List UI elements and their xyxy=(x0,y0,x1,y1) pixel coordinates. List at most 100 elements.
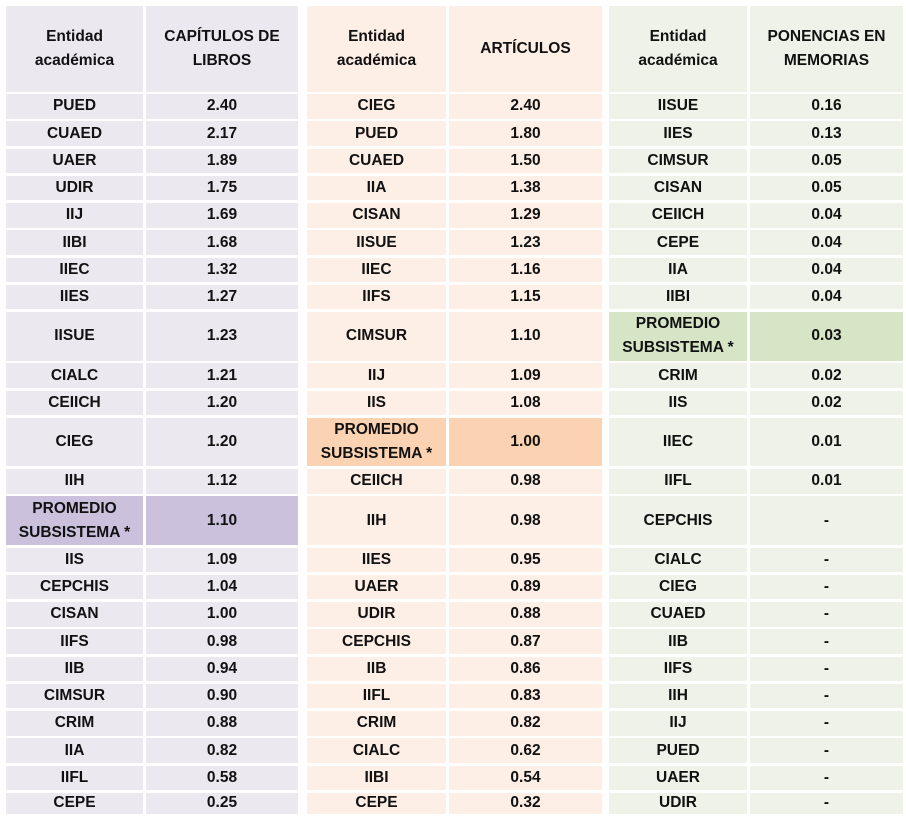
row-value: 1.38 xyxy=(449,175,602,201)
row-value: 1.08 xyxy=(449,390,602,416)
row-value: 0.87 xyxy=(449,629,602,654)
row-entity: CIMSUR xyxy=(6,683,143,709)
row-entity: CIALC xyxy=(609,547,747,573)
row-value: 0.83 xyxy=(449,683,602,709)
row-value: 1.27 xyxy=(146,284,298,310)
row-entity: IISUE xyxy=(6,312,143,361)
row-entity: IIES xyxy=(6,284,143,310)
row-entity: IIJ xyxy=(307,363,446,388)
row-entity: PUED xyxy=(307,121,446,146)
row-entity: CISAN xyxy=(6,602,143,627)
row-value: 0.88 xyxy=(449,602,602,627)
row-value: 1.16 xyxy=(449,257,602,283)
row-value: 0.32 xyxy=(449,792,602,814)
row-entity: IIES xyxy=(307,547,446,573)
header-entity: Entidad académica xyxy=(609,6,747,92)
row-entity: CEPCHIS xyxy=(609,496,747,545)
row-entity: IIEC xyxy=(609,417,747,467)
row-value: 0.13 xyxy=(750,121,903,146)
row-entity: IISUE xyxy=(307,230,446,255)
header-entity: Entidad académica xyxy=(307,6,446,92)
row-value: 1.10 xyxy=(449,312,602,361)
row-value: 0.82 xyxy=(146,738,298,763)
row-value: 0.86 xyxy=(449,656,602,682)
row-entity: PUED xyxy=(6,94,143,119)
row-value: 0.02 xyxy=(750,390,903,416)
row-value: 0.95 xyxy=(449,547,602,573)
row-entity: IIB xyxy=(609,629,747,654)
row-entity: IIFL xyxy=(307,683,446,709)
row-value: 0.04 xyxy=(750,257,903,283)
header-metric: PONENCIAS EN MEMORIAS xyxy=(750,6,903,92)
row-entity: PUED xyxy=(609,738,747,763)
row-entity: IIFS xyxy=(307,284,446,310)
row-entity: IIFS xyxy=(6,629,143,654)
row-entity: UAER xyxy=(6,148,143,174)
row-value: 1.68 xyxy=(146,230,298,255)
row-entity: IIFL xyxy=(6,765,143,791)
row-entity: CUAED xyxy=(307,148,446,174)
row-value: 0.01 xyxy=(750,469,903,494)
row-value: 0.90 xyxy=(146,683,298,709)
row-entity: UDIR xyxy=(307,602,446,627)
row-value: - xyxy=(750,496,903,545)
average-row-label: PROMEDIO SUBSISTEMA * xyxy=(307,417,446,467)
row-entity: CIALC xyxy=(307,738,446,763)
row-value: - xyxy=(750,683,903,709)
row-entity: IIS xyxy=(609,390,747,416)
row-value: 1.09 xyxy=(449,363,602,388)
row-entity: IIS xyxy=(307,390,446,416)
row-entity: CEIICH xyxy=(6,390,143,416)
row-value: - xyxy=(750,711,903,736)
row-value: 1.89 xyxy=(146,148,298,174)
row-entity: UDIR xyxy=(609,792,747,814)
row-entity: IISUE xyxy=(609,94,747,119)
row-value: 0.58 xyxy=(146,765,298,791)
row-entity: CIEG xyxy=(307,94,446,119)
average-row-value: 0.03 xyxy=(750,312,903,361)
average-row-value: 1.00 xyxy=(449,417,602,467)
row-value: 1.09 xyxy=(146,547,298,573)
row-value: 0.04 xyxy=(750,230,903,255)
row-entity: CEIICH xyxy=(609,203,747,228)
row-value: 1.15 xyxy=(449,284,602,310)
row-entity: IIH xyxy=(307,496,446,545)
row-entity: CIALC xyxy=(6,363,143,388)
row-value: 1.69 xyxy=(146,203,298,228)
row-entity: IIES xyxy=(609,121,747,146)
row-entity: IIB xyxy=(6,656,143,682)
average-row-label: PROMEDIO SUBSISTEMA * xyxy=(609,312,747,361)
row-value: 0.02 xyxy=(750,363,903,388)
row-entity: IIH xyxy=(6,469,143,494)
row-entity: CIMSUR xyxy=(609,148,747,174)
row-entity: IIBI xyxy=(307,765,446,791)
row-value: 0.98 xyxy=(449,469,602,494)
row-value: 1.21 xyxy=(146,363,298,388)
row-value: - xyxy=(750,547,903,573)
row-entity: CISAN xyxy=(307,203,446,228)
row-value: 1.80 xyxy=(449,121,602,146)
row-entity: CIEG xyxy=(609,574,747,600)
row-value: 1.00 xyxy=(146,602,298,627)
row-entity: IIS xyxy=(6,547,143,573)
row-value: 0.05 xyxy=(750,148,903,174)
row-entity: UAER xyxy=(609,765,747,791)
row-value: 1.29 xyxy=(449,203,602,228)
row-entity: CISAN xyxy=(609,175,747,201)
row-value: 1.12 xyxy=(146,469,298,494)
row-entity: CEPE xyxy=(307,792,446,814)
row-entity: IIH xyxy=(609,683,747,709)
row-value: 0.82 xyxy=(449,711,602,736)
row-entity: CRIM xyxy=(609,363,747,388)
row-entity: IIEC xyxy=(307,257,446,283)
row-value: 1.20 xyxy=(146,417,298,467)
row-value: 0.05 xyxy=(750,175,903,201)
row-value: 0.62 xyxy=(449,738,602,763)
row-value: - xyxy=(750,738,903,763)
row-value: - xyxy=(750,574,903,600)
row-entity: IIFL xyxy=(609,469,747,494)
row-entity: IIB xyxy=(307,656,446,682)
row-entity: CIEG xyxy=(6,417,143,467)
average-row-value: 1.10 xyxy=(146,496,298,545)
average-row-label: PROMEDIO SUBSISTEMA * xyxy=(6,496,143,545)
